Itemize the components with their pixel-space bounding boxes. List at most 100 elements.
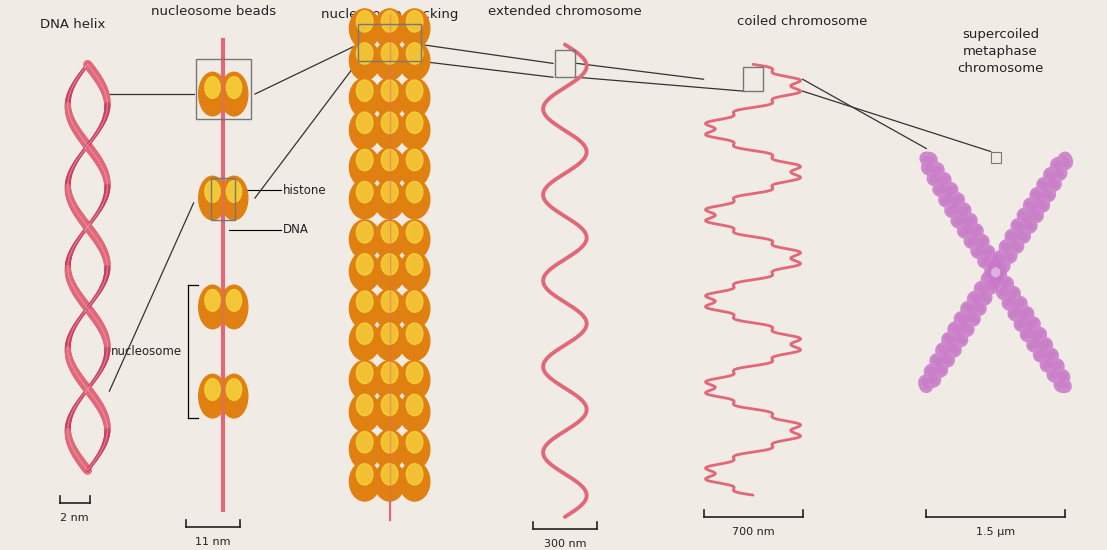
Ellipse shape: [220, 72, 248, 116]
Ellipse shape: [374, 393, 405, 432]
Ellipse shape: [406, 10, 423, 32]
Ellipse shape: [356, 291, 373, 312]
Ellipse shape: [198, 285, 226, 329]
Ellipse shape: [374, 111, 405, 150]
Ellipse shape: [406, 464, 423, 485]
Ellipse shape: [406, 149, 423, 170]
Ellipse shape: [226, 289, 241, 311]
Text: 700 nm: 700 nm: [732, 527, 774, 537]
Ellipse shape: [381, 10, 397, 32]
Ellipse shape: [992, 268, 1000, 277]
Ellipse shape: [350, 462, 380, 501]
Ellipse shape: [350, 41, 380, 80]
Ellipse shape: [400, 252, 430, 291]
Ellipse shape: [205, 378, 220, 400]
Ellipse shape: [381, 432, 397, 453]
Ellipse shape: [356, 323, 373, 344]
Ellipse shape: [400, 180, 430, 219]
Ellipse shape: [350, 220, 380, 259]
Ellipse shape: [381, 80, 397, 101]
Text: extended chromosome: extended chromosome: [488, 6, 642, 18]
Bar: [358, 24, 422, 62]
Ellipse shape: [400, 393, 430, 432]
Text: DNA: DNA: [282, 223, 309, 236]
Ellipse shape: [374, 41, 405, 80]
Ellipse shape: [374, 147, 405, 187]
Ellipse shape: [406, 323, 423, 344]
Ellipse shape: [406, 182, 423, 203]
Ellipse shape: [374, 289, 405, 328]
Ellipse shape: [356, 43, 373, 64]
Ellipse shape: [406, 80, 423, 101]
Ellipse shape: [205, 180, 220, 202]
Ellipse shape: [356, 432, 373, 453]
Ellipse shape: [406, 291, 423, 312]
Ellipse shape: [356, 80, 373, 101]
Ellipse shape: [381, 182, 397, 203]
Ellipse shape: [406, 43, 423, 64]
Ellipse shape: [400, 430, 430, 469]
Ellipse shape: [350, 393, 380, 432]
Ellipse shape: [356, 222, 373, 243]
Ellipse shape: [400, 9, 430, 48]
Ellipse shape: [374, 430, 405, 469]
Ellipse shape: [381, 43, 397, 64]
Ellipse shape: [374, 220, 405, 259]
Ellipse shape: [381, 394, 397, 416]
Ellipse shape: [226, 180, 241, 202]
Ellipse shape: [350, 9, 380, 48]
Ellipse shape: [400, 41, 430, 80]
Ellipse shape: [198, 72, 226, 116]
Ellipse shape: [356, 149, 373, 170]
Ellipse shape: [226, 76, 241, 98]
Ellipse shape: [381, 254, 397, 275]
Ellipse shape: [356, 394, 373, 416]
Ellipse shape: [374, 180, 405, 219]
Ellipse shape: [400, 289, 430, 328]
Ellipse shape: [350, 78, 380, 118]
Ellipse shape: [381, 149, 397, 170]
Text: nucleosome: nucleosome: [111, 345, 182, 358]
Ellipse shape: [350, 111, 380, 150]
Ellipse shape: [381, 291, 397, 312]
Ellipse shape: [406, 254, 423, 275]
Ellipse shape: [350, 321, 380, 360]
Ellipse shape: [381, 222, 397, 243]
Ellipse shape: [381, 464, 397, 485]
Ellipse shape: [406, 432, 423, 453]
Ellipse shape: [400, 462, 430, 501]
Ellipse shape: [400, 147, 430, 187]
Text: 300 nm: 300 nm: [544, 538, 586, 549]
Ellipse shape: [350, 147, 380, 187]
Ellipse shape: [350, 180, 380, 219]
Ellipse shape: [400, 321, 430, 360]
Ellipse shape: [350, 360, 380, 400]
Text: nucleosome packing: nucleosome packing: [321, 8, 458, 21]
Ellipse shape: [374, 9, 405, 48]
Ellipse shape: [400, 111, 430, 150]
Ellipse shape: [406, 394, 423, 416]
Text: 1.5 μm: 1.5 μm: [976, 527, 1015, 537]
Bar: [991, 151, 1001, 163]
Ellipse shape: [356, 10, 373, 32]
Ellipse shape: [220, 176, 248, 220]
Bar: [196, 59, 251, 119]
Bar: [555, 50, 575, 77]
Ellipse shape: [374, 462, 405, 501]
Ellipse shape: [400, 360, 430, 400]
Ellipse shape: [400, 220, 430, 259]
Ellipse shape: [226, 378, 241, 400]
Ellipse shape: [356, 182, 373, 203]
Ellipse shape: [356, 254, 373, 275]
Text: DNA helix: DNA helix: [40, 18, 105, 31]
Ellipse shape: [989, 265, 1003, 280]
Ellipse shape: [356, 464, 373, 485]
Bar: [743, 67, 763, 91]
Bar: [211, 178, 235, 220]
Text: 11 nm: 11 nm: [195, 537, 230, 547]
Ellipse shape: [220, 285, 248, 329]
Ellipse shape: [381, 323, 397, 344]
Ellipse shape: [350, 252, 380, 291]
Text: 2 nm: 2 nm: [61, 513, 89, 523]
Ellipse shape: [381, 362, 397, 383]
